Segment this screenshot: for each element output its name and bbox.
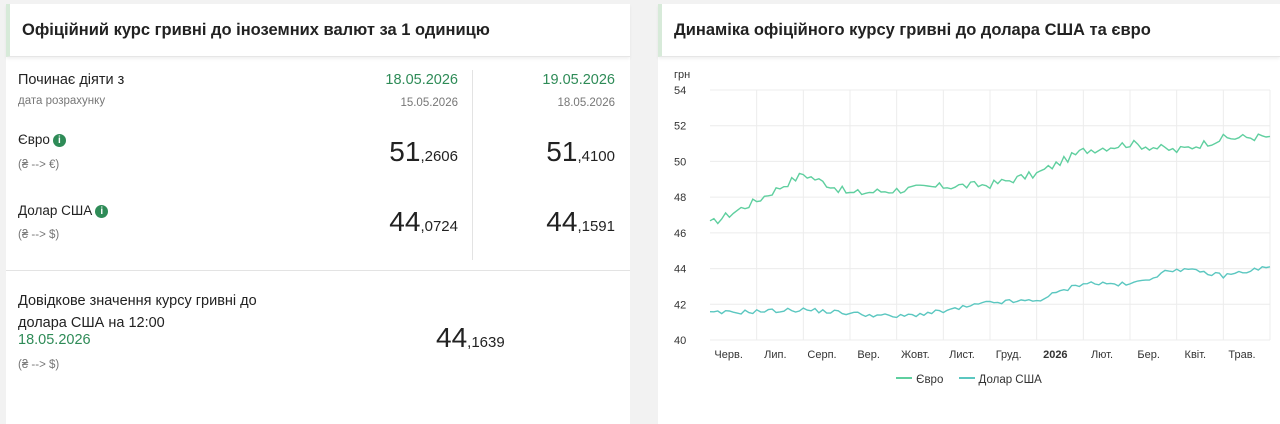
legend-item-euro[interactable]: Євро	[896, 374, 943, 386]
euro-rate-col2: 51,4100	[546, 136, 615, 168]
col1-effective-date: 18.05.2026	[385, 72, 458, 88]
y-axis-unit-label: грн	[674, 69, 690, 81]
rate-integer: 44	[546, 206, 578, 237]
euro-rate-col1: 51,2606	[389, 136, 458, 168]
legend-item-usd[interactable]: Долар США	[958, 374, 1042, 386]
col2-calc-date: 18.05.2026	[557, 97, 615, 109]
x-tick-label: Лют.	[1091, 349, 1113, 361]
chart-card: Динаміка офіційного курсу гривні до дола…	[658, 4, 1280, 424]
y-tick-label: 54	[674, 85, 686, 97]
euro-label: Євро i	[18, 132, 66, 147]
x-tick-label: Бер.	[1137, 349, 1160, 361]
info-icon[interactable]: i	[52, 134, 66, 147]
section-divider	[6, 270, 630, 271]
rate-integer: 44	[436, 322, 468, 353]
rate-fraction: ,4100	[577, 148, 615, 165]
y-tick-label: 50	[674, 156, 686, 168]
rate-fraction: ,1639	[467, 334, 505, 351]
x-tick-label: Черв.	[714, 349, 742, 361]
y-tick-label: 46	[674, 228, 686, 240]
y-tick-label: 42	[674, 299, 686, 311]
rate-fraction: ,2606	[420, 148, 458, 165]
reference-label: Довідкове значення курсу гривні до долар…	[18, 293, 257, 331]
rates-card-title: Офіційний курс гривні до іноземних валют…	[6, 4, 630, 57]
rate-fraction: ,1591	[577, 218, 615, 235]
x-tick-label: Квіт.	[1185, 349, 1207, 361]
chart-legend: Євро Долар США	[658, 374, 1280, 386]
column-divider	[472, 70, 473, 260]
usd-direction: (₴ --> $)	[18, 229, 60, 241]
rate-integer: 44	[389, 206, 421, 237]
usd-label: Долар США i	[18, 203, 109, 218]
x-tick-label: Жовт.	[901, 349, 930, 361]
info-icon[interactable]: i	[95, 205, 109, 218]
x-tick-label: Трав.	[1228, 349, 1255, 361]
y-tick-label: 48	[674, 192, 686, 204]
euro-direction: (₴ --> €)	[18, 159, 60, 171]
effective-date-label: Починає діяти з	[18, 72, 125, 88]
x-tick-label: 2026	[1043, 349, 1067, 361]
reference-rate: 44,1639	[436, 322, 505, 354]
series-line-usd	[709, 266, 1271, 319]
chart-card-title: Динаміка офіційного курсу гривні до дола…	[658, 4, 1280, 57]
legend-swatch-euro	[896, 377, 913, 379]
rate-integer: 51	[389, 136, 421, 167]
x-tick-label: Вер.	[857, 349, 880, 361]
series-line-euro	[709, 133, 1271, 225]
col2-effective-date: 19.05.2026	[542, 72, 615, 88]
y-tick-label: 52	[674, 121, 686, 133]
x-tick-label: Серп.	[807, 349, 836, 361]
legend-swatch-usd	[958, 377, 975, 379]
col1-calc-date: 15.05.2026	[400, 97, 458, 109]
reference-date: 18.05.2026	[18, 332, 91, 348]
usd-rate-col2: 44,1591	[546, 206, 615, 238]
y-tick-label: 40	[674, 335, 686, 347]
rates-card: Офіційний курс гривні до іноземних валют…	[6, 4, 630, 424]
calc-date-label: дата розрахунку	[18, 95, 106, 107]
y-tick-label: 44	[674, 264, 686, 276]
rate-integer: 51	[546, 136, 578, 167]
exchange-rate-chart: грн 54 52 50 48 46 44 42 40 Черв. Лип. Серп. Вер. Жов…	[674, 69, 1271, 361]
x-tick-label: Лист.	[949, 349, 975, 361]
x-tick-label: Лип.	[764, 349, 786, 361]
usd-rate-col1: 44,0724	[389, 206, 458, 238]
rate-fraction: ,0724	[420, 218, 458, 235]
reference-direction: (₴ --> $)	[18, 359, 60, 371]
x-tick-label: Груд.	[996, 349, 1022, 361]
